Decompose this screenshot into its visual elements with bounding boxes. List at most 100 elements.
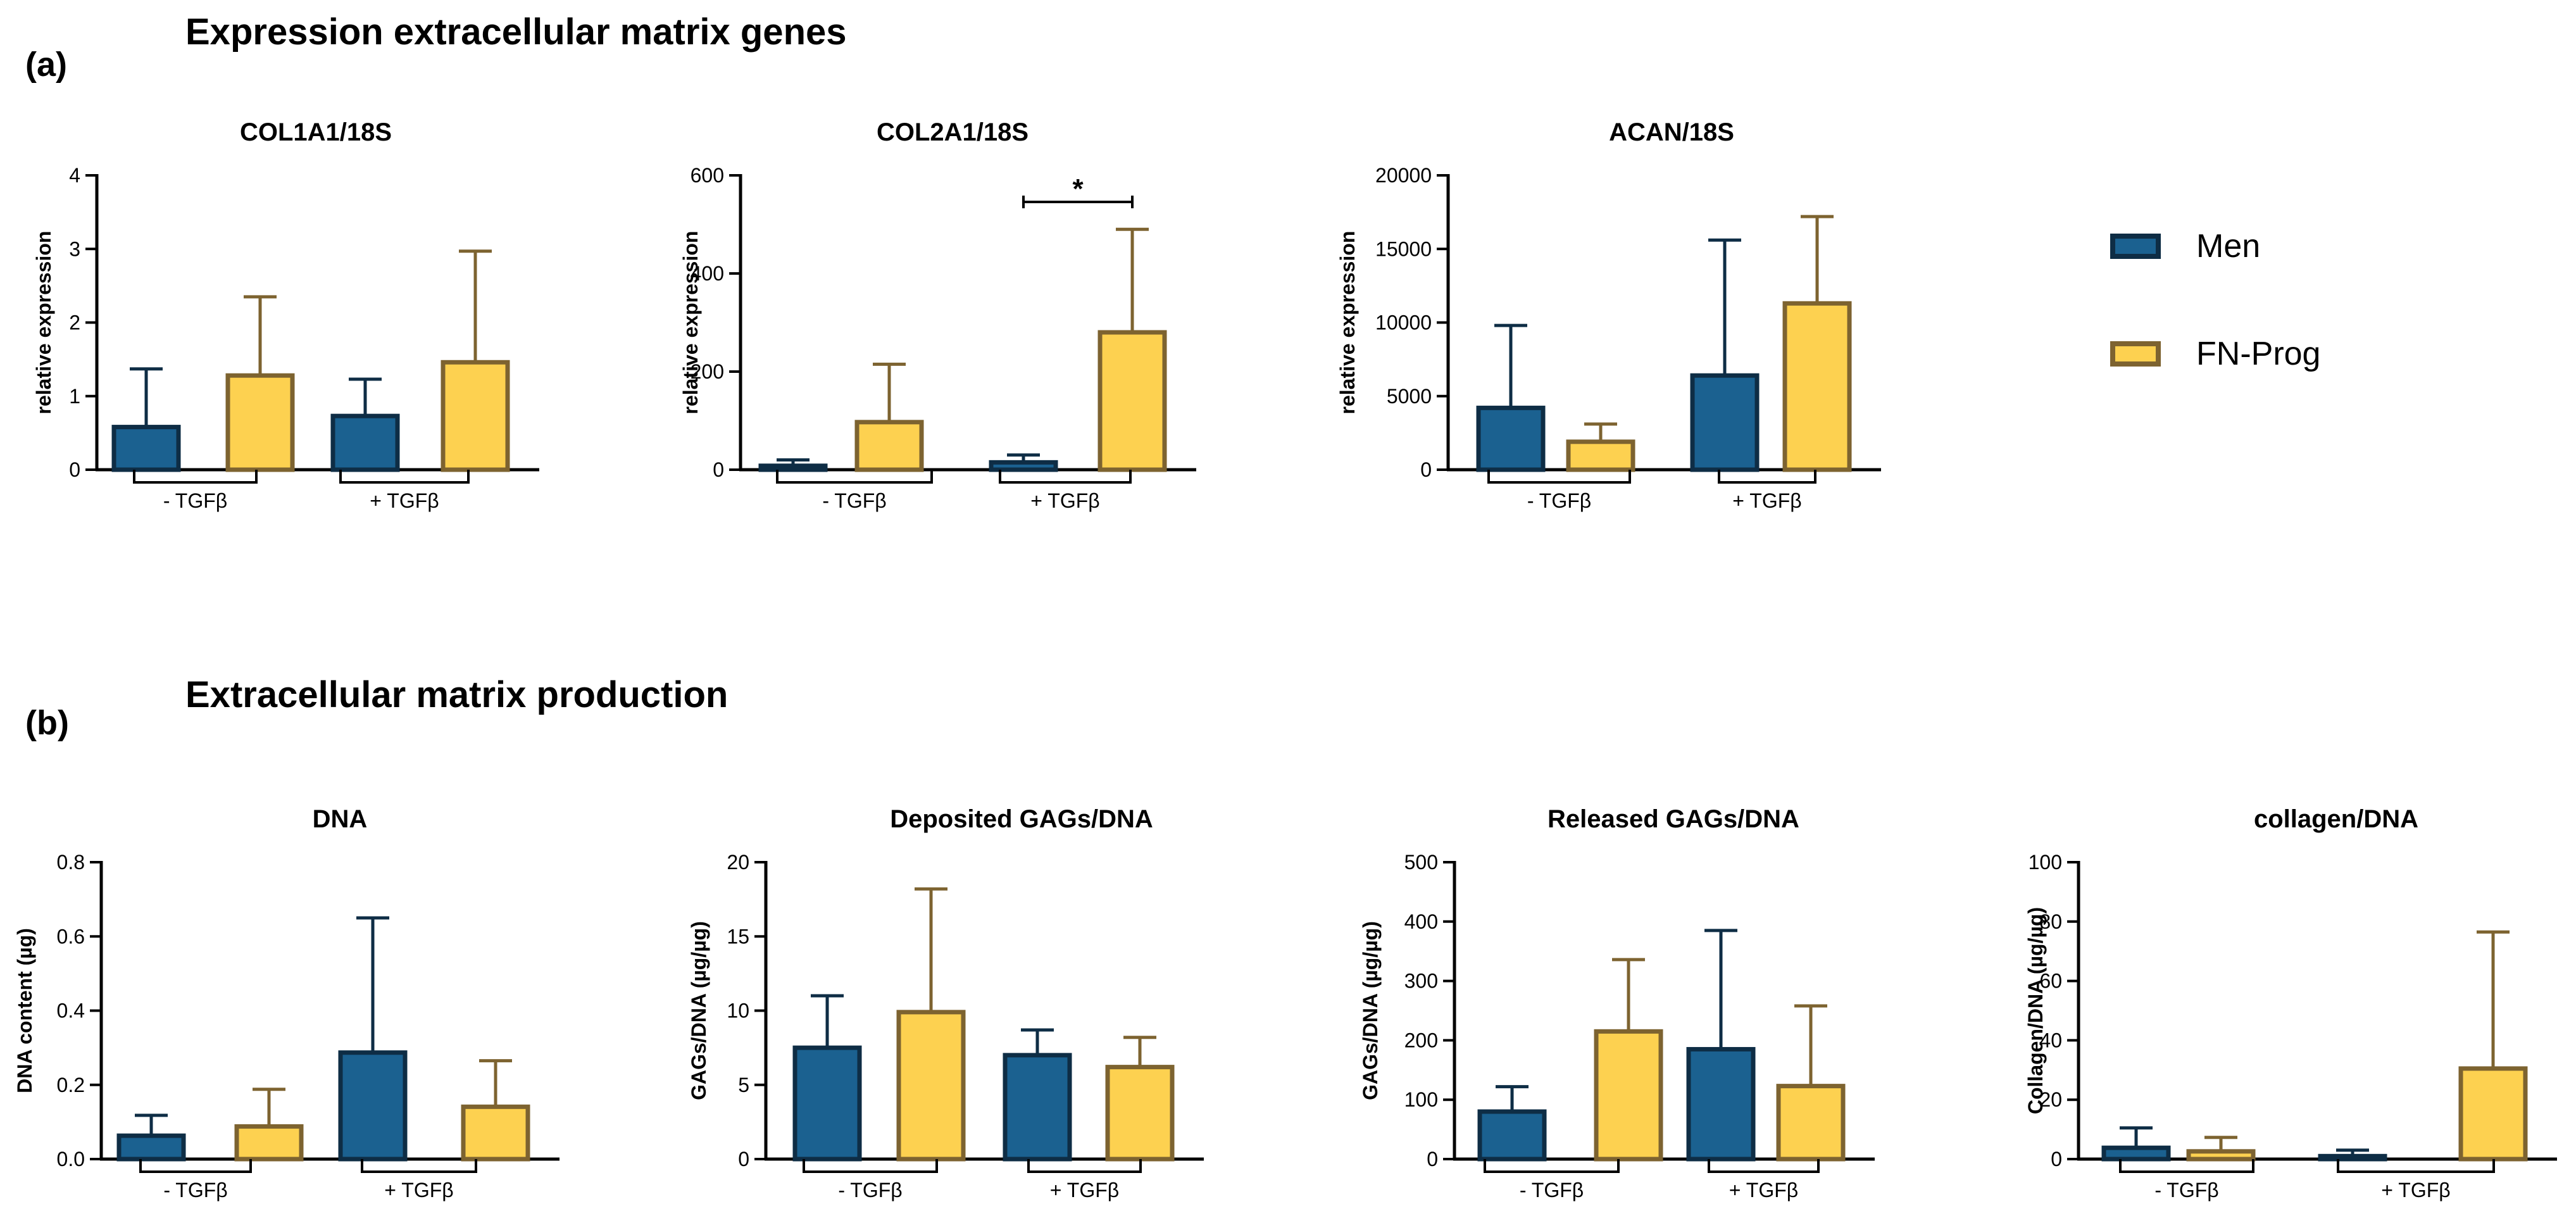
x-category-label: + TGFβ [1732, 489, 1801, 512]
chart-5: Deposited GAGs/DNA GAGs/DNA (µg/µg) 0 5 10 15… [687, 805, 1204, 1202]
bar-men-minus-tgfb [1477, 1109, 1547, 1162]
chart-title: COL1A1/18S [240, 118, 392, 146]
chart-4: DNA DNA content (µg) 0.0 0.2 0.4 0.6 0.8 - TGFβ… [13, 805, 560, 1202]
y-axis-label: relative expression [1336, 231, 1359, 415]
bar-fnprog-minus-tgfb [225, 373, 295, 472]
legend-swatch-fnprog [2110, 341, 2161, 367]
bar-men-minus-tgfb [2101, 1145, 2171, 1162]
x-category-label: + TGFβ [370, 489, 439, 512]
x-category-label: + TGFβ [384, 1179, 453, 1202]
y-tick-label: 400 [1404, 910, 1438, 933]
y-tick-label: 300 [1404, 970, 1438, 993]
y-tick-label: 10 [727, 1000, 749, 1022]
bar-fnprog-plus-tgfb [2458, 1066, 2528, 1162]
group-bracket [1487, 470, 1631, 484]
group-bracket [339, 470, 470, 484]
bar-fnprog-minus-tgfb [1566, 439, 1635, 472]
panel-a-title: Expression extracellular matrix genes [185, 11, 847, 53]
y-tick-label: 15 [727, 925, 749, 948]
bar-fnprog-minus-tgfb [234, 1124, 304, 1162]
bar-fnprog-plus-tgfb [441, 360, 510, 472]
y-tick-label: 0 [738, 1148, 749, 1170]
bar-men-plus-tgfb [989, 460, 1058, 472]
y-tick-label: 100 [2029, 851, 2062, 874]
y-tick-label: 0.0 [57, 1148, 85, 1170]
x-category-label: - TGFβ [838, 1179, 902, 1202]
y-tick-label: 3 [69, 237, 80, 260]
y-tick-label: 200 [1404, 1029, 1438, 1051]
x-category-label: + TGFβ [1729, 1179, 1798, 1202]
group-bracket [139, 1159, 252, 1173]
significance-star: * [1072, 173, 1084, 204]
bar-men-plus-tgfb [1690, 373, 1760, 472]
y-tick-label: 20 [727, 851, 749, 874]
panel-b-label: (b) [25, 704, 69, 742]
y-tick-label: 5 [738, 1074, 749, 1096]
bar-men-plus-tgfb [330, 413, 400, 472]
y-tick-label: 4 [69, 164, 80, 187]
y-tick-label: 20 [2039, 1088, 2062, 1111]
group-bracket [1708, 1159, 1820, 1173]
y-axis-label: DNA content (µg) [13, 928, 36, 1093]
group-bracket [776, 470, 933, 484]
y-tick-label: 80 [2039, 910, 2062, 933]
group-bracket [2119, 1159, 2254, 1173]
x-category-label: - TGFβ [1527, 489, 1591, 512]
bar-fnprog-minus-tgfb [896, 1010, 966, 1162]
y-tick-label: 0 [1427, 1148, 1438, 1170]
y-axis-label: GAGs/DNA (µg/µg) [687, 921, 710, 1100]
y-tick-label: 15000 [1375, 237, 1432, 260]
bar-fnprog-plus-tgfb [1776, 1084, 1846, 1162]
bar-fnprog-minus-tgfb [2186, 1149, 2256, 1162]
chart-title: ACAN/18S [1609, 118, 1734, 146]
panel-a-label: (a) [25, 46, 67, 84]
chart-title: Released GAGs/DNA [1547, 805, 1799, 833]
charts-container: COL1A1/18S relative expression 0 1 2 3 4 - TGFβ… [13, 118, 2557, 1202]
bar-men-minus-tgfb [116, 1133, 186, 1162]
x-category-label: + TGFβ [1030, 489, 1099, 512]
group-bracket [1484, 1159, 1620, 1173]
y-tick-label: 400 [691, 262, 724, 285]
y-tick-label: 0.6 [57, 925, 85, 948]
chart-title: COL2A1/18S [877, 118, 1029, 146]
x-category-label: - TGFβ [822, 489, 886, 512]
bar-fnprog-plus-tgfb [1097, 330, 1167, 472]
y-tick-label: 500 [1404, 851, 1438, 874]
bar-fnprog-plus-tgfb [1782, 301, 1852, 472]
chart-title: Deposited GAGs/DNA [890, 805, 1153, 833]
bar-fnprog-minus-tgfb [1594, 1029, 1663, 1162]
y-tick-label: 5000 [1387, 385, 1432, 408]
chart-7: collagen/DNA Collagen/DNA (µg/µg) 0 20 40 60 8… [2024, 805, 2557, 1202]
chart-6: Released GAGs/DNA GAGs/DNA (µg/µg) 0 100 200… [1359, 805, 1875, 1202]
group-bracket [361, 1159, 477, 1173]
bar-men-minus-tgfb [792, 1045, 862, 1162]
y-tick-label: 0 [69, 458, 80, 481]
legend-label-men: Men [2196, 228, 2260, 265]
bar-men-minus-tgfb [1476, 405, 1546, 472]
legend: Men FN-Prog [2110, 228, 2320, 372]
group-bracket [1027, 1159, 1142, 1173]
y-tick-label: 0.4 [57, 1000, 85, 1022]
chart-title: DNA [313, 805, 368, 833]
y-tick-label: 100 [1404, 1088, 1438, 1111]
group-bracket [999, 470, 1132, 484]
x-category-label: - TGFβ [163, 1179, 227, 1202]
y-tick-label: 60 [2039, 970, 2062, 993]
y-axis-label: Collagen/DNA (µg/µg) [2024, 907, 2047, 1114]
bar-men-plus-tgfb [338, 1050, 408, 1162]
bar-fnprog-plus-tgfb [1105, 1065, 1175, 1162]
y-tick-label: 0 [1420, 458, 1432, 481]
x-category-label: + TGFβ [1050, 1179, 1119, 1202]
bar-men-minus-tgfb [758, 463, 828, 472]
bar-men-minus-tgfb [111, 425, 181, 472]
group-bracket [2337, 1159, 2495, 1173]
group-bracket [803, 1159, 938, 1173]
y-tick-label: 2 [69, 311, 80, 334]
y-axis-label: GAGs/DNA (µg/µg) [1359, 921, 1382, 1100]
y-axis-label: relative expression [679, 231, 702, 415]
y-axis-label: relative expression [32, 231, 55, 415]
x-category-label: - TGFβ [2154, 1179, 2218, 1202]
y-tick-label: 10000 [1375, 311, 1432, 334]
legend-swatch-men [2110, 234, 2161, 259]
